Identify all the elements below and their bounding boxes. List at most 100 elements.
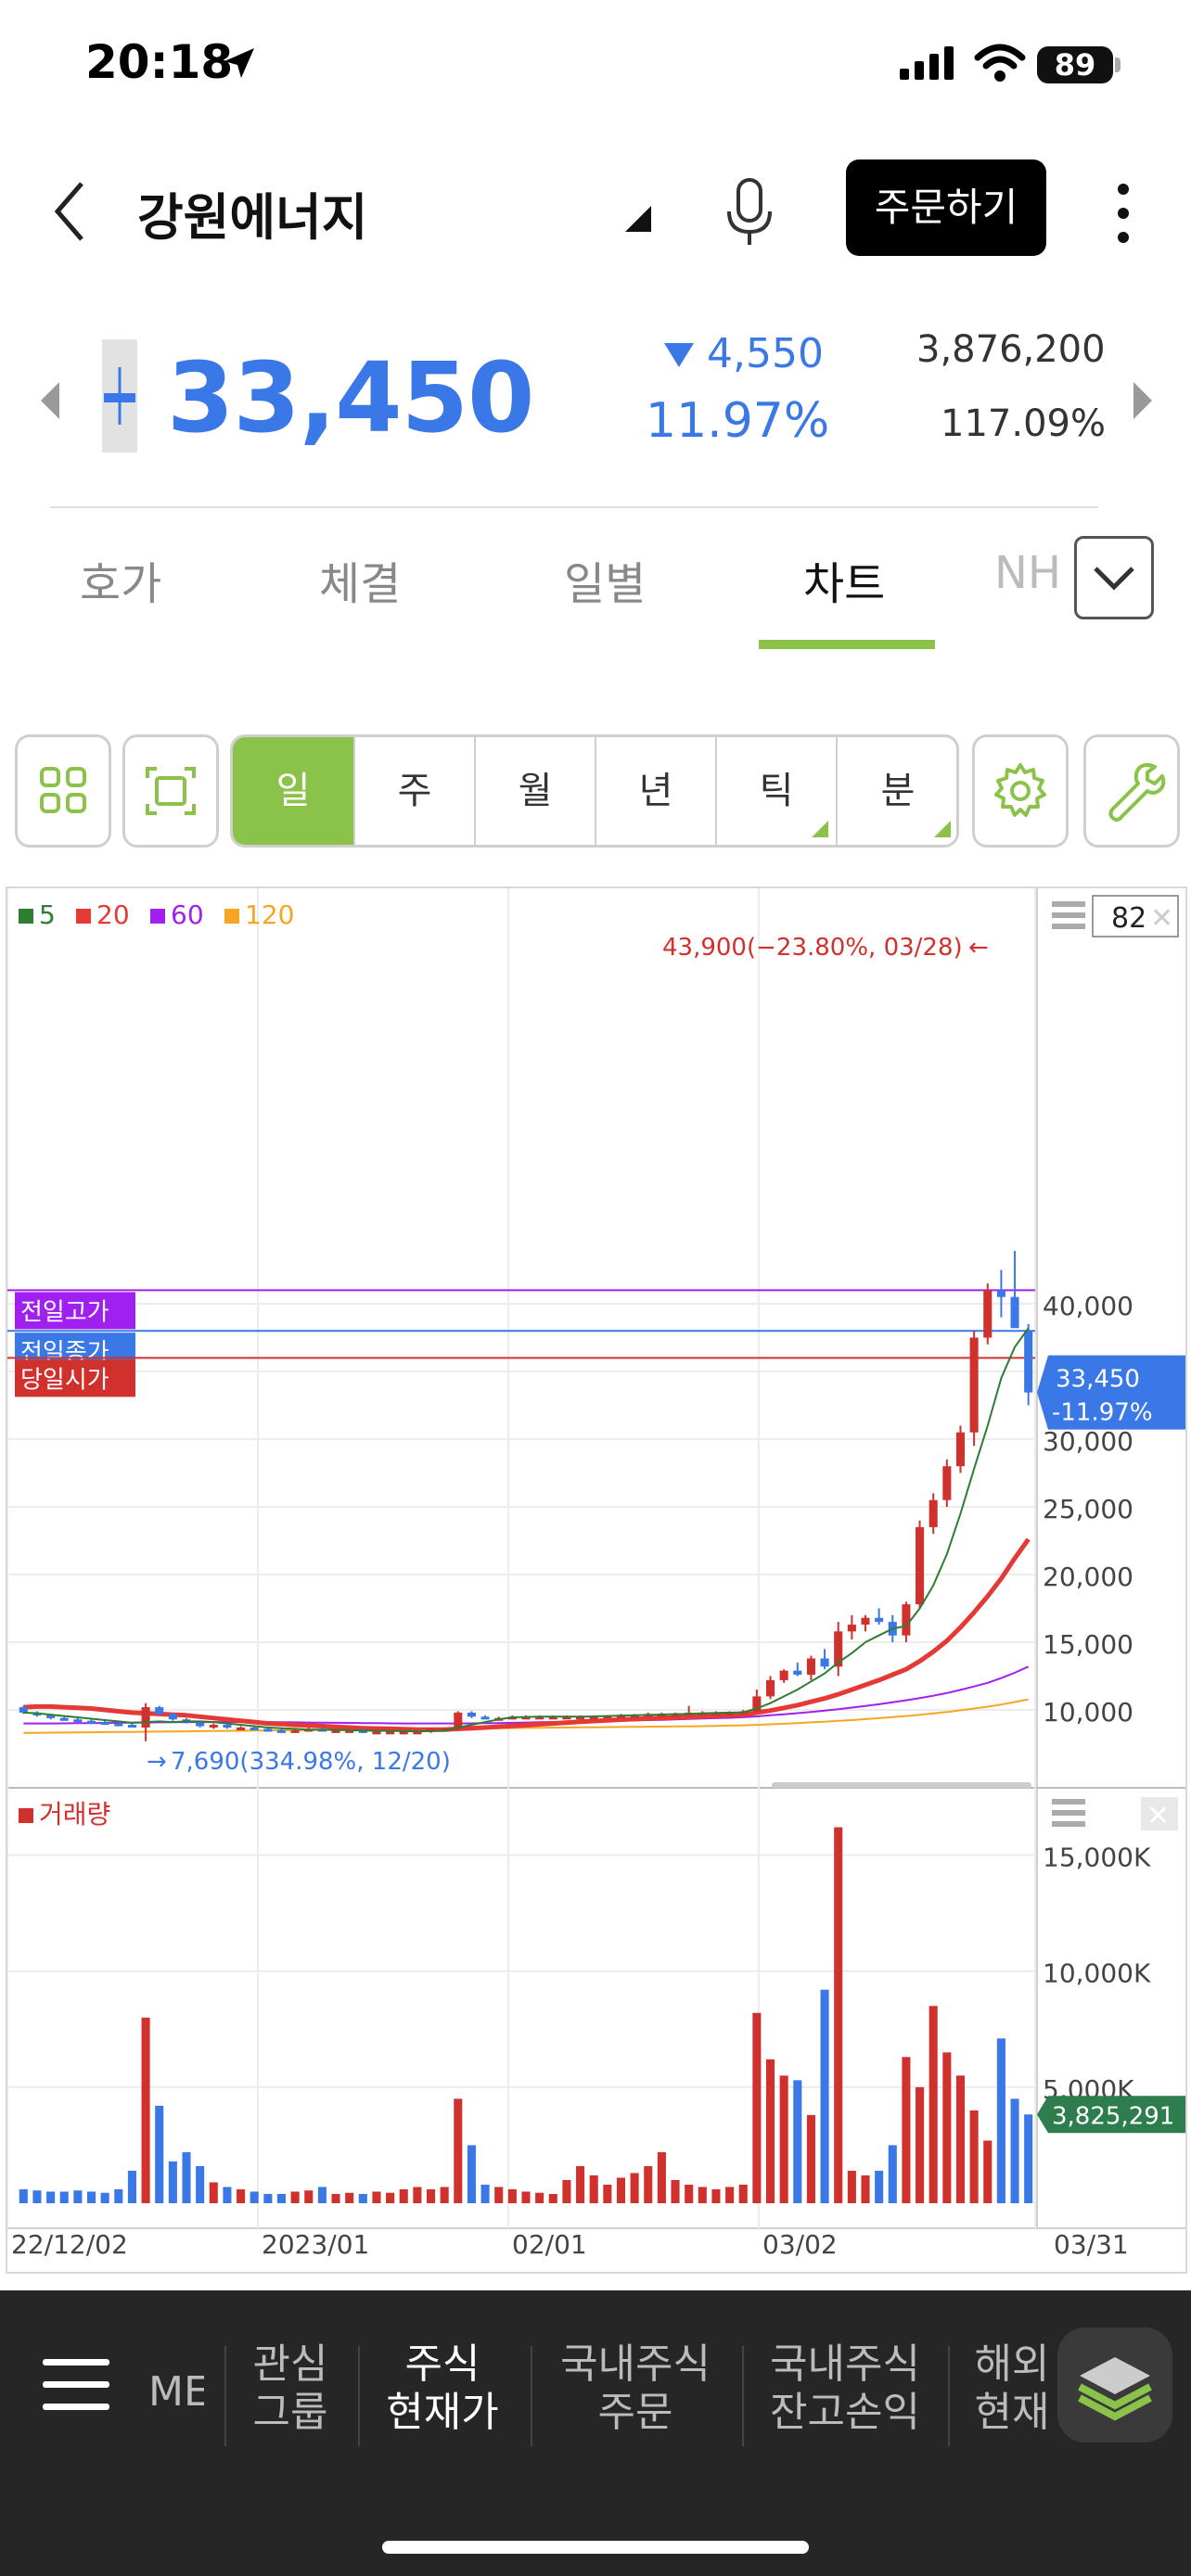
down-triangle-icon	[664, 343, 694, 367]
candle-mini-icon	[102, 339, 137, 453]
volume-bar	[46, 2191, 56, 2203]
candle-body	[562, 1716, 571, 1720]
zoom-close-icon: ✕	[1150, 902, 1173, 935]
nav-item-overseas-price[interactable]: 해외 현재	[974, 2340, 1050, 2436]
volume-bar	[32, 2190, 42, 2203]
legend-label: 20	[96, 899, 130, 930]
back-icon[interactable]	[45, 174, 100, 249]
volume-bar	[386, 2192, 395, 2203]
candle-body	[765, 1679, 775, 1697]
volume-bar	[942, 2052, 952, 2203]
submenu-corner-icon	[812, 821, 828, 837]
x-tick-label: 03/31	[1054, 2229, 1129, 2260]
ma20-line	[23, 1537, 1031, 1732]
candle-body	[467, 1712, 476, 1717]
tab-daily[interactable]: 일별	[564, 558, 647, 610]
candle-body	[454, 1712, 463, 1729]
volume-bar	[127, 2170, 136, 2203]
chart-tools-button[interactable]	[1083, 734, 1180, 848]
fullscreen-button[interactable]	[122, 734, 219, 848]
candle-body	[196, 1722, 205, 1727]
volume-bar	[480, 2184, 490, 2203]
nav-item-me[interactable]: ME	[148, 2368, 204, 2416]
volume-bar	[209, 2182, 218, 2203]
volume-bar	[847, 2170, 856, 2203]
stock-chart[interactable]: 40,00035,00030,00025,00020,00015,00010,0…	[6, 886, 1187, 2274]
volume-bar	[765, 2059, 775, 2203]
nav-separator	[742, 2346, 744, 2446]
tab-expand-button[interactable]	[1074, 536, 1154, 619]
tab-chart[interactable]: 차트	[803, 558, 886, 610]
volume-bar	[902, 2057, 911, 2203]
prev-stock-arrow-icon[interactable]	[37, 380, 63, 421]
candle-body	[372, 1731, 381, 1735]
candle-body	[983, 1290, 992, 1338]
candle-body	[535, 1716, 544, 1720]
home-indicator	[382, 2541, 809, 2554]
stock-name[interactable]: 강원에너지	[137, 188, 368, 247]
volume-bar	[698, 2187, 707, 2203]
more-menu-icon[interactable]	[1109, 176, 1137, 250]
candle-body	[942, 1466, 952, 1500]
legend-swatch	[19, 909, 33, 924]
layers-button[interactable]	[1057, 2327, 1172, 2442]
volume-bar	[630, 2173, 639, 2203]
volume-bar	[182, 2151, 191, 2203]
period-day[interactable]: 일	[233, 737, 355, 845]
period-week[interactable]: 주	[355, 737, 476, 845]
chart-canvas[interactable]: 40,00035,00030,00025,00020,00015,00010,0…	[7, 888, 1185, 2272]
candle-body	[834, 1631, 843, 1667]
low-annotation: 7,690(334.98%, 12/20)	[171, 1748, 451, 1776]
volume-bar	[711, 2188, 721, 2203]
tab-hoga[interactable]: 호가	[80, 558, 162, 610]
volume-close-icon: ✕	[1146, 1800, 1170, 1832]
candle-body	[902, 1604, 911, 1636]
tab-trades[interactable]: 체결	[319, 558, 402, 610]
battery-cap	[1115, 57, 1121, 72]
candle-body	[969, 1337, 979, 1433]
candle-body	[548, 1716, 557, 1720]
reference-label: 당일시가	[20, 1366, 109, 1394]
volume-bar	[1024, 2114, 1033, 2203]
volume-bar	[521, 2191, 531, 2203]
candle-body	[1024, 1331, 1033, 1393]
volume-bar	[820, 1989, 829, 2203]
period-selector: 일 주 월 년 틱 분	[230, 734, 959, 848]
volume-bar	[548, 2193, 557, 2203]
tab-bar: 호가 체결 일별 차트 NH	[0, 529, 1191, 658]
nav-item-domestic-balance[interactable]: 국내주식 잔고손익	[770, 2340, 920, 2436]
dropdown-triangle-icon[interactable]	[623, 206, 653, 234]
trade-volume: 3,876,200	[916, 328, 1106, 371]
reference-label-bg	[15, 1359, 135, 1397]
candle-body	[141, 1707, 150, 1728]
next-stock-arrow-icon[interactable]	[1130, 380, 1156, 421]
period-tick[interactable]: 틱	[717, 737, 838, 845]
volume-bar	[73, 2190, 83, 2203]
layout-grid-button[interactable]	[15, 734, 111, 848]
volume-bar	[806, 2114, 815, 2203]
volume-bar	[413, 2187, 422, 2203]
candle-body	[345, 1729, 354, 1733]
signal-icon	[900, 46, 954, 80]
low-arrow-icon: →	[147, 1748, 167, 1776]
chart-settings-button[interactable]	[972, 734, 1069, 848]
volume-bar	[969, 2110, 979, 2203]
candle-body	[276, 1729, 287, 1733]
nav-item-domestic-order[interactable]: 국내주식 주문	[560, 2340, 711, 2436]
period-year[interactable]: 년	[596, 737, 717, 845]
candle-body	[100, 1722, 109, 1726]
microphone-icon[interactable]	[720, 174, 779, 249]
wrench-icon	[1108, 763, 1166, 823]
order-button[interactable]: 주문하기	[846, 159, 1046, 256]
tab-nh[interactable]: NH	[994, 547, 1061, 599]
nav-item-stock-price[interactable]: 주식 현재가	[386, 2340, 499, 2436]
candle-body	[480, 1716, 490, 1720]
period-month[interactable]: 월	[476, 737, 596, 845]
candle-body	[589, 1716, 598, 1720]
volume-bar	[725, 2187, 735, 2203]
hamburger-menu-icon[interactable]	[43, 2357, 109, 2411]
period-minute[interactable]: 분	[838, 737, 956, 845]
nav-item-watch-group[interactable]: 관심 그룹	[252, 2340, 328, 2436]
legend-label: 5	[39, 899, 56, 930]
candle-body	[711, 1712, 721, 1715]
